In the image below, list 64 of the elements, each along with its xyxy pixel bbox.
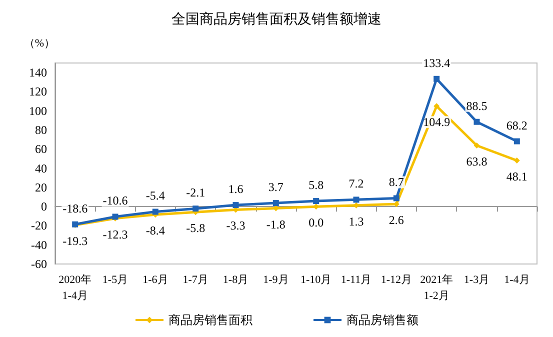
legend-label: 商品房销售额 xyxy=(346,313,418,327)
data-label: 7.2 xyxy=(348,176,364,191)
point xyxy=(434,103,440,110)
point xyxy=(232,202,239,208)
data-label: 1.6 xyxy=(228,182,244,196)
y-axis-title: （%） xyxy=(24,38,55,50)
data-label: -18.6 xyxy=(62,201,88,216)
data-label: 68.2 xyxy=(506,118,528,132)
y-tick-label: 80 xyxy=(35,123,47,137)
y-tick-label: 40 xyxy=(35,161,47,176)
x-tick-label: 1-6月 xyxy=(142,274,168,286)
point xyxy=(474,142,480,149)
data-label: 8.7 xyxy=(388,175,404,190)
data-label: 48.1 xyxy=(506,170,528,184)
data-label: 5.8 xyxy=(308,178,324,192)
x-tick-label: 2021年 1-2月 xyxy=(420,274,454,302)
data-label: -10.6 xyxy=(102,194,128,208)
x-tick-label: 1-5月 xyxy=(102,274,128,286)
data-label: -2.1 xyxy=(186,186,206,200)
y-tick-label: -60 xyxy=(31,257,47,271)
point xyxy=(474,118,480,125)
legend-label: 商品房销售面积 xyxy=(168,313,252,327)
data-label: 2.6 xyxy=(388,213,404,228)
x-tick-label: 1-10月 xyxy=(300,274,332,286)
point xyxy=(514,138,520,144)
point xyxy=(353,196,360,203)
data-label: 0.0 xyxy=(308,216,324,230)
chart-title: 全国商品房销售面积及销售额增速 xyxy=(172,12,382,28)
x-tick-label: 1-3月 xyxy=(464,274,490,286)
data-label: 88.5 xyxy=(466,98,488,113)
y-tick-label: 60 xyxy=(35,142,47,156)
y-tick-label: 140 xyxy=(29,66,47,80)
data-label: -3.3 xyxy=(226,218,246,233)
y-tick-label: 20 xyxy=(35,180,47,194)
point xyxy=(192,206,199,212)
data-label: -19.3 xyxy=(62,234,88,248)
y-tick-label: -40 xyxy=(31,238,47,252)
x-tick-label: 1-8月 xyxy=(222,274,249,286)
x-tick-label: 1-9月 xyxy=(263,274,289,286)
x-tick-label: 2020年 1-4月 xyxy=(58,274,92,302)
data-label: 3.7 xyxy=(268,180,284,194)
data-label: -5.8 xyxy=(186,221,206,236)
data-label: -5.4 xyxy=(146,188,165,203)
x-tick-label: 1-11月 xyxy=(340,274,372,286)
data-label: 133.4 xyxy=(423,56,450,70)
x-tick-label: 1-7月 xyxy=(182,274,208,286)
y-tick-label: 120 xyxy=(29,84,47,99)
point xyxy=(514,158,520,164)
data-label: -1.8 xyxy=(266,217,286,232)
point xyxy=(434,76,440,82)
data-label: -12.3 xyxy=(102,227,128,242)
y-tick-label: 0 xyxy=(41,200,47,214)
data-label: -8.4 xyxy=(146,224,165,238)
data-label: 1.3 xyxy=(348,214,364,228)
y-tick-label: -20 xyxy=(31,218,47,233)
x-tick-label: 1-12月 xyxy=(380,274,412,286)
point xyxy=(393,195,400,202)
data-label: 104.9 xyxy=(423,115,450,130)
point xyxy=(152,208,158,215)
y-tick-label: 100 xyxy=(29,104,47,118)
x-tick-label: 1-4月 xyxy=(504,274,530,286)
data-label: 63.8 xyxy=(466,154,488,169)
point xyxy=(272,200,279,206)
point xyxy=(313,198,320,204)
